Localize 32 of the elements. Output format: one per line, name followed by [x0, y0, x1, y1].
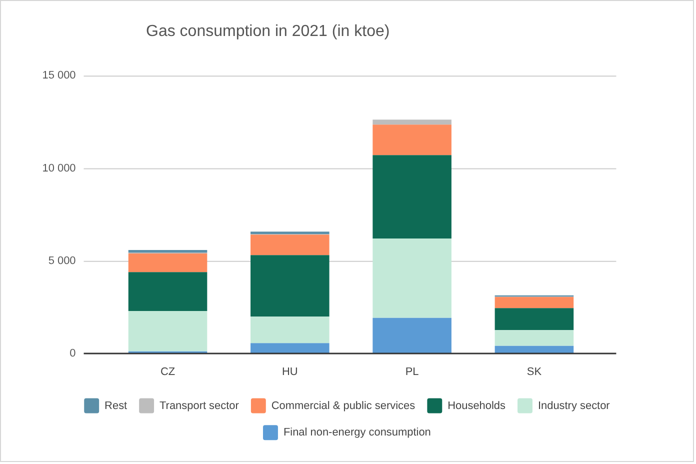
legend-label: Industry sector — [538, 400, 610, 412]
legend-label: Final non-energy consumption — [283, 426, 431, 439]
legend-label: Rest — [104, 400, 128, 412]
bar — [250, 255, 330, 317]
bar — [372, 120, 452, 125]
bar — [128, 272, 208, 312]
bar — [494, 330, 574, 346]
x-tick-label: HU — [282, 366, 298, 378]
bar — [372, 124, 452, 156]
y-tick-label: 5 000 — [48, 254, 76, 267]
bar — [494, 296, 574, 308]
bar — [250, 232, 330, 234]
bar — [250, 343, 330, 354]
bar — [250, 234, 330, 256]
bar — [128, 311, 208, 352]
y-tick-label: 0 — [70, 347, 76, 360]
chart-title: Gas consumption in 2021 (in ktoe) — [146, 23, 390, 41]
legend-label: Transport sector — [160, 400, 240, 412]
legend-label: Commercial & public services — [271, 400, 416, 412]
bar — [128, 250, 208, 253]
legend-label: Households — [448, 400, 506, 412]
bar — [372, 318, 452, 354]
x-tick-label: SK — [526, 366, 542, 378]
x-tick-label: PL — [405, 366, 419, 378]
bar — [128, 253, 208, 272]
y-tick-label: 10 000 — [42, 162, 76, 174]
bar — [250, 316, 330, 344]
x-tick-label: CZ — [160, 366, 176, 378]
bar — [494, 308, 574, 330]
bar — [372, 155, 452, 238]
y-tick-label: 15 000 — [42, 70, 76, 82]
bar — [372, 238, 452, 318]
